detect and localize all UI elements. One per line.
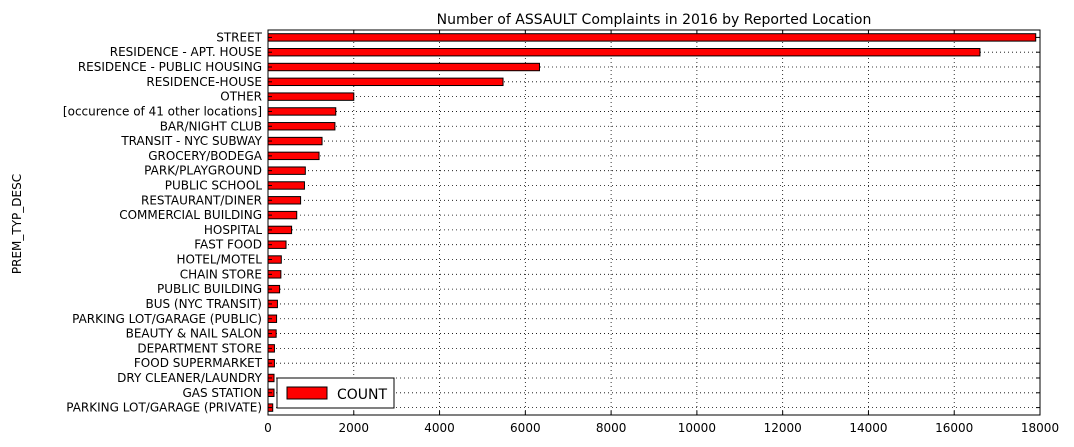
- y-tick-label: RESIDENCE - PUBLIC HOUSING: [78, 60, 262, 74]
- bar: [267, 122, 336, 131]
- y-tick-label: PARKING LOT/GARAGE (PRIVATE): [66, 401, 262, 415]
- y-tick-label: HOTEL/MOTEL: [176, 253, 262, 267]
- x-tick-label: 2000: [339, 421, 370, 435]
- y-tick-label: RESIDENCE - APT. HOUSE: [110, 45, 262, 59]
- plot-frame: [267, 29, 1041, 416]
- bar: [267, 166, 306, 175]
- bar: [267, 92, 355, 101]
- y-tick-label: PUBLIC SCHOOL: [165, 178, 263, 192]
- x-tick-label: 10000: [678, 421, 716, 435]
- y-tick-label: BUS (NYC TRANSIT): [145, 297, 262, 311]
- y-tick-label: PARK/PLAYGROUND: [144, 164, 262, 178]
- y-tick-label: FOOD SUPERMARKET: [134, 356, 263, 370]
- y-tick-label: TRANSIT - NYC SUBWAY: [120, 134, 262, 148]
- y-tick-label: PUBLIC BUILDING: [157, 282, 262, 296]
- legend-swatch: [286, 386, 328, 400]
- y-tick-label: RESIDENCE-HOUSE: [146, 75, 262, 89]
- y-tick-label: HOSPITAL: [204, 223, 262, 237]
- y-tick-label: OTHER: [220, 90, 262, 104]
- y-tick-label: DEPARTMENT STORE: [137, 341, 262, 355]
- bar: [267, 151, 320, 161]
- bar: [267, 107, 337, 116]
- legend: COUNT: [276, 377, 395, 409]
- y-tick-label: BAR/NIGHT CLUB: [160, 119, 262, 133]
- y-tick-label: FAST FOOD: [194, 238, 262, 252]
- y-tick-label: COMMERCIAL BUILDING: [119, 208, 262, 222]
- y-tick-label: BEAUTY & NAIL SALON: [126, 327, 262, 341]
- bar: [267, 33, 1037, 42]
- y-axis-label: PREM_TYP_DESC: [10, 174, 24, 274]
- x-tick-label: 18000: [1021, 421, 1059, 435]
- x-tick-label: 4000: [424, 421, 455, 435]
- x-tick-label: 8000: [596, 421, 627, 435]
- grid-lines: [267, 30, 1041, 415]
- bar: [267, 136, 323, 146]
- y-tick-label: CHAIN STORE: [180, 267, 262, 281]
- y-tick-label: DRY CLEANER/LAUNDRY: [117, 371, 262, 385]
- bars: [267, 33, 1037, 412]
- y-tick-label: [occurence of 41 other locations]: [63, 104, 262, 118]
- bar: [267, 181, 305, 190]
- y-tick-label: PARKING LOT/GARAGE (PUBLIC): [72, 312, 262, 326]
- x-tick-label: 6000: [510, 421, 541, 435]
- x-tick-label: 16000: [935, 421, 973, 435]
- x-tick-label: 0: [264, 421, 272, 435]
- bar: [267, 62, 540, 72]
- x-tick-label: 12000: [764, 421, 802, 435]
- axis-ticks: 0 2000 4000 6000 8000 10000 12000 14000 16000 180…: [63, 29, 1059, 435]
- y-tick-label: GAS STATION: [182, 386, 262, 400]
- y-tick-label: STREET: [216, 30, 262, 44]
- y-tick-label: RESTAURANT/DINER: [141, 193, 262, 207]
- legend-label: COUNT: [337, 387, 388, 403]
- bar: [267, 48, 981, 57]
- bar: [267, 77, 504, 87]
- bar: [267, 196, 302, 205]
- chart-title: Number of ASSAULT Complaints in 2016 by …: [437, 12, 872, 28]
- y-tick-label: GROCERY/BODEGA: [148, 149, 263, 163]
- x-tick-label: 14000: [849, 421, 887, 435]
- bar: [267, 210, 298, 220]
